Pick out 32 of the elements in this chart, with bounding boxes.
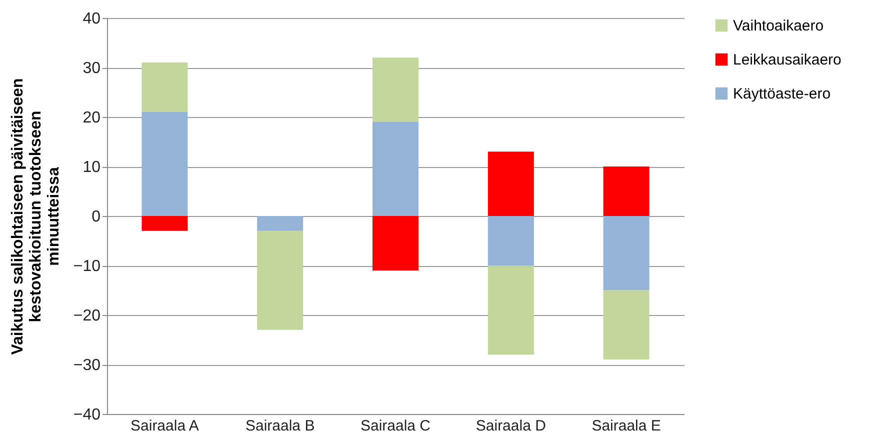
y-tick-label: 20 (82, 110, 101, 126)
bar (603, 216, 650, 290)
y-tick-label: −30 (73, 357, 101, 374)
bar (488, 266, 534, 355)
y-tick-label: −20 (73, 308, 101, 324)
y-tick-label: −40 (73, 406, 101, 424)
legend-label: Vaihtoaikaero (733, 18, 824, 34)
y-tick-label: −10 (73, 258, 101, 275)
bar (603, 166, 650, 216)
y-tick-label: 30 (82, 60, 101, 77)
bar (257, 230, 304, 330)
y-tick-label: 0 (92, 208, 101, 226)
bar (142, 62, 188, 112)
legend-label: Leikkausaikaero (733, 52, 842, 68)
y-tick-label: 40 (82, 10, 101, 28)
x-tick-label: Sairaala B (245, 418, 315, 434)
x-tick-label: Sairaala A (130, 418, 199, 434)
bar (142, 112, 188, 216)
y-axis-title: Vaikutus salikohtaiseen päivitäiseen kestovakioituun tuotokseen minuutteissa (9, 78, 62, 355)
bar (488, 216, 534, 266)
bar (257, 216, 304, 231)
bar (142, 216, 188, 231)
bar (488, 152, 534, 216)
legend-label: Käyttöaste-ero (733, 86, 831, 102)
x-tick-label: Sairaala C (360, 418, 431, 434)
bar (603, 290, 650, 360)
x-tick-label: Sairaala D (476, 418, 546, 434)
bar (372, 58, 418, 122)
x-tick-label: Sairaala E (592, 418, 661, 434)
bar (372, 216, 418, 270)
bar (372, 122, 418, 216)
y-tick-label: 10 (82, 159, 101, 176)
